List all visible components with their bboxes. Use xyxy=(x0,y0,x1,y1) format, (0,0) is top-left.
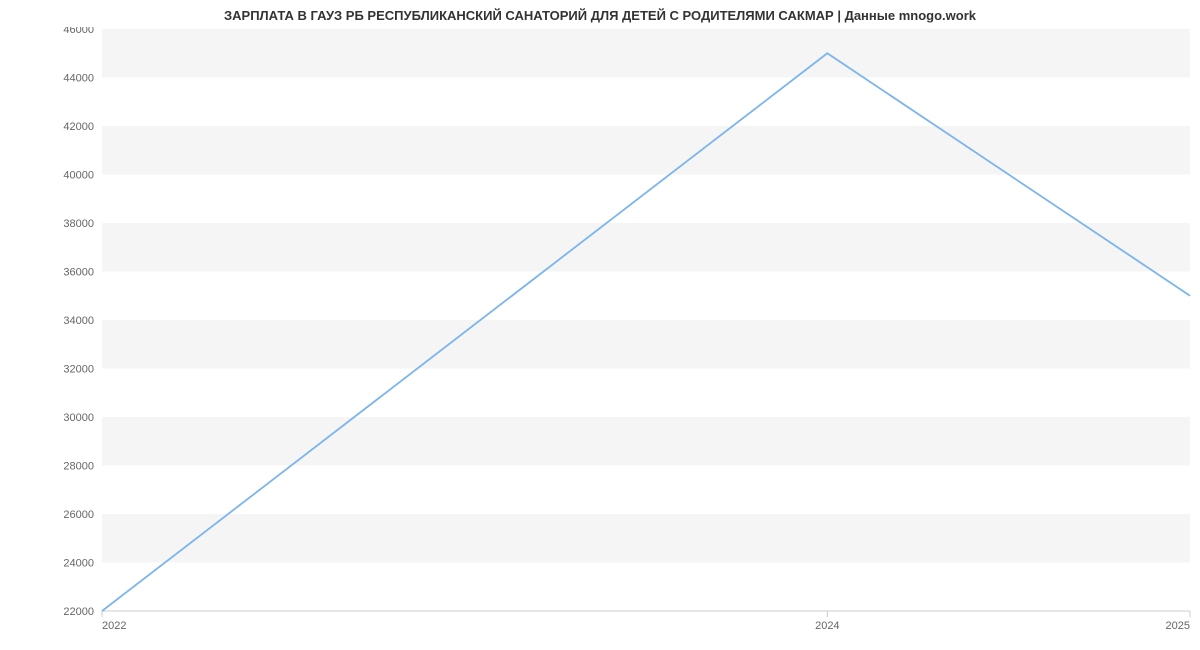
y-tick-label: 38000 xyxy=(63,218,94,230)
y-tick-label: 44000 xyxy=(63,73,94,85)
chart-svg: 22000 24000 26000 28000 30000 32000 34000 36000… xyxy=(0,27,1200,647)
y-tick-label: 22000 xyxy=(63,606,94,618)
y-tick-label: 32000 xyxy=(63,364,94,376)
grid-band xyxy=(102,29,1190,78)
y-tick-label: 24000 xyxy=(63,558,94,570)
y-tick-label: 36000 xyxy=(63,267,94,279)
y-tick-label: 42000 xyxy=(63,121,94,133)
chart-container: ЗАРПЛАТА В ГАУЗ РБ РЕСПУБЛИКАНСКИЙ САНАТ… xyxy=(0,0,1200,650)
chart-title: ЗАРПЛАТА В ГАУЗ РБ РЕСПУБЛИКАНСКИЙ САНАТ… xyxy=(0,0,1200,27)
x-tick-label: 2022 xyxy=(102,620,126,632)
grid-band xyxy=(102,320,1190,369)
grid-band xyxy=(102,223,1190,272)
grid-band xyxy=(102,417,1190,466)
y-tick-label: 30000 xyxy=(63,412,94,424)
y-tick-label: 34000 xyxy=(63,315,94,327)
y-tick-label: 46000 xyxy=(63,27,94,36)
grid-band xyxy=(102,514,1190,563)
x-tick-label: 2025 xyxy=(1166,620,1190,632)
y-tick-label: 40000 xyxy=(63,170,94,182)
x-tick-label: 2024 xyxy=(815,620,839,632)
grid-band xyxy=(102,126,1190,175)
y-tick-label: 28000 xyxy=(63,461,94,473)
y-tick-label: 26000 xyxy=(63,509,94,521)
